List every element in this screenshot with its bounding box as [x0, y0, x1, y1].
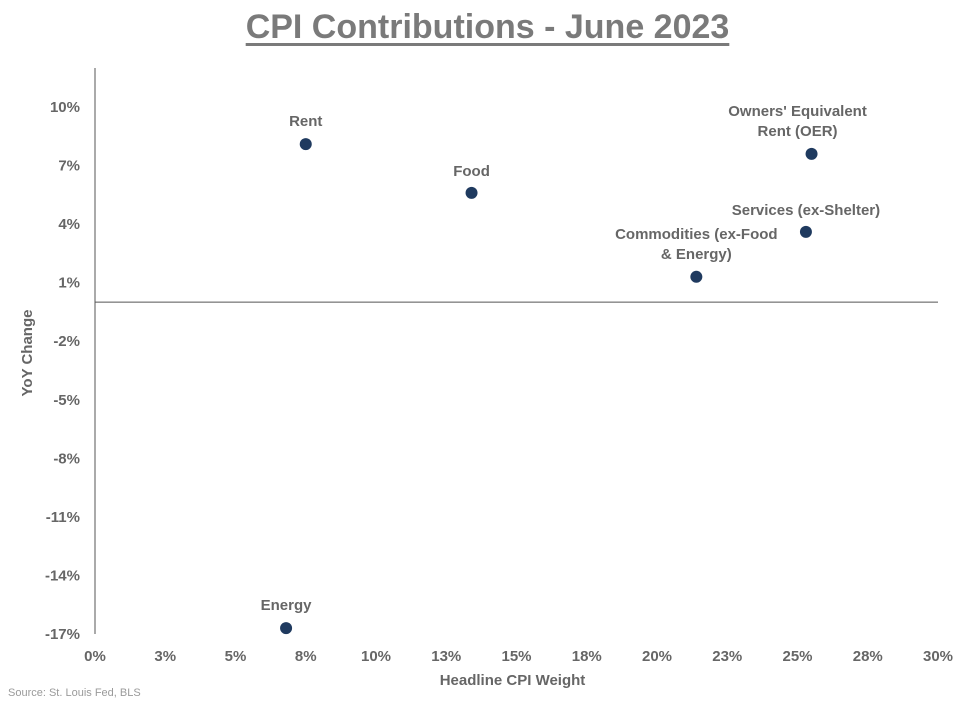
- y-tick-label: -2%: [53, 333, 80, 350]
- y-tick-labels: 10% 7% 4% 1% -2% -5% -8% -11% -14% -17%: [45, 99, 80, 643]
- data-label: Energy: [261, 597, 313, 614]
- data-label: Services (ex-Shelter): [732, 202, 880, 219]
- x-tick-label: 30%: [923, 648, 953, 665]
- data-point: [299, 138, 312, 151]
- y-axis-title: YoY Change: [19, 310, 36, 397]
- y-tick-label: 4%: [58, 216, 80, 233]
- y-tick-label: -11%: [46, 509, 80, 526]
- data-point: [805, 147, 818, 160]
- x-tick-label: 0%: [84, 648, 106, 665]
- axes: [94, 68, 938, 634]
- x-tick-label: 28%: [853, 648, 883, 665]
- y-tick-label: 10%: [50, 99, 80, 116]
- x-tick-label: 20%: [642, 648, 672, 665]
- data-label: Owners' Equivalent Rent (OER): [728, 103, 867, 140]
- x-tick-label: 18%: [572, 648, 602, 665]
- y-tick-label: -8%: [53, 450, 80, 467]
- x-tick-labels: 0% 3% 5% 8% 10% 13% 15% 18% 20% 23% 25% 28% 30%: [84, 648, 953, 665]
- y-tick-label: 7%: [58, 158, 80, 175]
- y-tick-label: -17%: [45, 626, 80, 643]
- data-point: [690, 270, 703, 283]
- x-tick-label: 23%: [712, 648, 742, 665]
- y-tick-label: -14%: [45, 567, 80, 584]
- x-axis-title: Headline CPI Weight: [440, 672, 586, 689]
- data-label: Food: [453, 163, 490, 180]
- x-tick-label: 3%: [154, 648, 176, 665]
- y-tick-label: 1%: [58, 275, 80, 292]
- data-label: Rent: [289, 113, 322, 130]
- source-note: Source: St. Louis Fed, BLS: [8, 687, 141, 699]
- x-tick-label: 13%: [431, 648, 461, 665]
- data-points: [280, 138, 818, 635]
- x-tick-label: 8%: [295, 648, 317, 665]
- data-labels: Rent Food Owners' Equivalent Rent (OER) Serv…: [261, 103, 880, 614]
- chart-title: CPI Contributions - June 2023: [245, 8, 730, 46]
- x-tick-label: 15%: [501, 648, 531, 665]
- data-point: [465, 186, 478, 199]
- data-point: [799, 225, 812, 238]
- x-tick-label: 25%: [782, 648, 812, 665]
- x-tick-label: 5%: [225, 648, 247, 665]
- y-tick-label: -5%: [53, 392, 80, 409]
- data-label: Commodities (ex-Food & Energy): [615, 226, 778, 263]
- data-point: [280, 622, 293, 635]
- x-tick-label: 10%: [361, 648, 391, 665]
